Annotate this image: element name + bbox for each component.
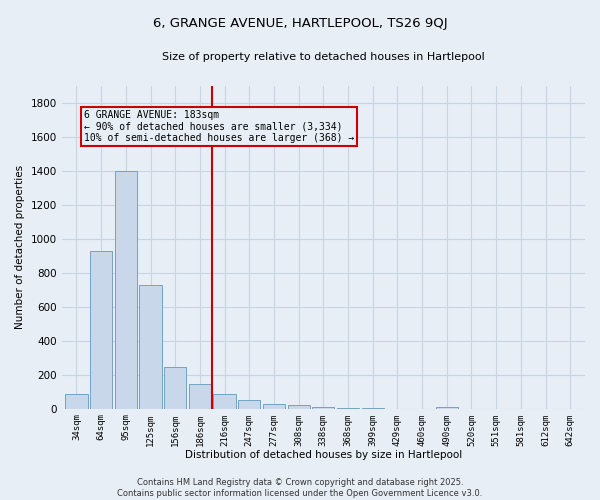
Bar <box>90 250 112 408</box>
Text: 6 GRANGE AVENUE: 183sqm
← 90% of detached houses are smaller (3,334)
10% of semi: 6 GRANGE AVENUE: 183sqm ← 90% of detache… <box>84 110 354 144</box>
Bar <box>65 394 88 408</box>
Y-axis label: Number of detached properties: Number of detached properties <box>15 165 25 329</box>
Bar <box>139 284 161 408</box>
Bar <box>312 407 334 408</box>
Text: Contains HM Land Registry data © Crown copyright and database right 2025.
Contai: Contains HM Land Registry data © Crown c… <box>118 478 482 498</box>
Bar <box>214 394 236 408</box>
Text: 6, GRANGE AVENUE, HARTLEPOOL, TS26 9QJ: 6, GRANGE AVENUE, HARTLEPOOL, TS26 9QJ <box>152 18 448 30</box>
Bar <box>287 406 310 408</box>
Bar <box>436 406 458 408</box>
Bar <box>164 367 187 408</box>
Title: Size of property relative to detached houses in Hartlepool: Size of property relative to detached ho… <box>162 52 485 62</box>
X-axis label: Distribution of detached houses by size in Hartlepool: Distribution of detached houses by size … <box>185 450 462 460</box>
Bar <box>263 404 285 408</box>
Bar <box>238 400 260 408</box>
Bar <box>115 170 137 408</box>
Bar <box>189 384 211 408</box>
